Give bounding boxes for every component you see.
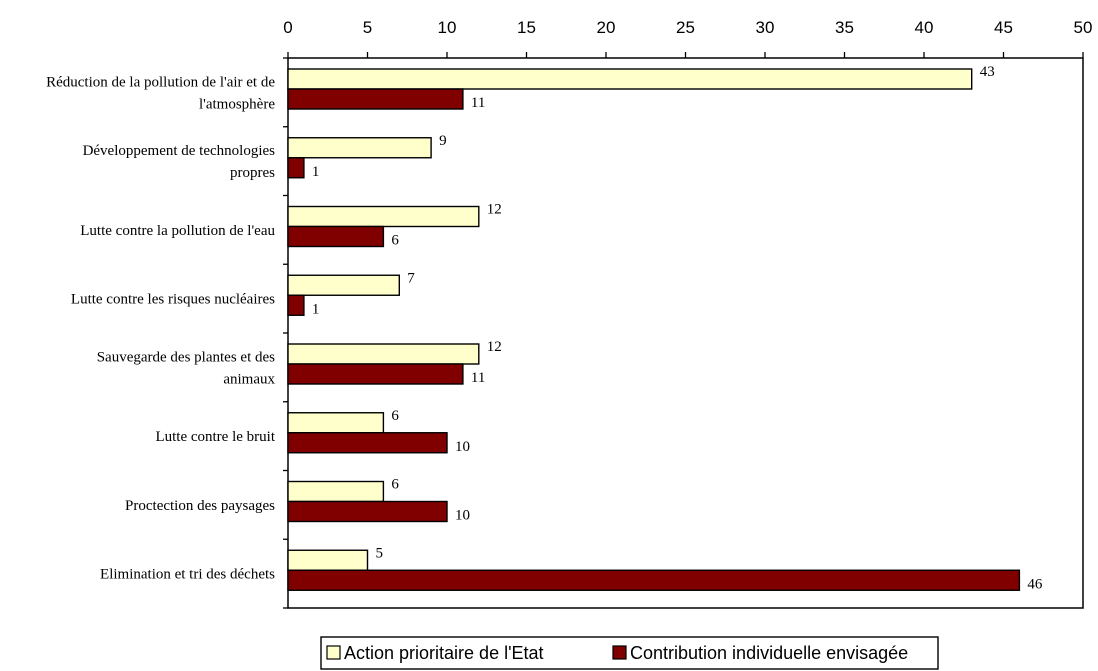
bar-series-1 xyxy=(287,137,432,159)
data-label: 11 xyxy=(471,370,485,386)
category-label-line: Proctection des paysages xyxy=(125,498,275,514)
category-label-line: Lutte contre la pollution de l'eau xyxy=(80,223,275,239)
bar-series-1 xyxy=(287,343,480,365)
bar-series-2 xyxy=(287,432,448,454)
data-label: 12 xyxy=(487,202,502,218)
data-label: 6 xyxy=(391,408,399,424)
category-label-line: Lutte contre le bruit xyxy=(155,429,275,445)
bar-series-2 xyxy=(287,569,1021,591)
category-label: Lutte contre les risques nucléaires xyxy=(71,292,275,308)
bar-series-1 xyxy=(287,274,401,296)
data-label: 10 xyxy=(455,439,470,455)
x-tick-label: 20 xyxy=(597,18,616,37)
data-label: 6 xyxy=(391,233,399,249)
legend-swatch xyxy=(326,645,341,660)
category-label-line: Lutte contre les risques nucléaires xyxy=(71,292,275,308)
bar-series-1 xyxy=(287,412,385,434)
data-label: 7 xyxy=(407,270,415,286)
category-label-line: Développement de technologies xyxy=(83,143,276,159)
data-label: 10 xyxy=(455,508,470,524)
category-label: Lutte contre la pollution de l'eau xyxy=(80,223,275,239)
category-label: Sauvegarde des plantes et des animaux xyxy=(97,349,276,387)
x-axis: 0 5 10 15 20 25 30 35 40 45 50 xyxy=(283,18,1092,58)
data-label: 1 xyxy=(312,301,320,317)
x-tick-label: 0 xyxy=(283,18,292,37)
category-label-line: propres xyxy=(230,165,275,181)
legend-label: Contribution individuelle envisagée xyxy=(630,643,908,663)
category-label: Elimination et tri des déchets xyxy=(100,567,275,583)
category-label-line: Elimination et tri des déchets xyxy=(100,567,275,583)
bar-series-1 xyxy=(287,480,385,503)
category-label-line: animaux xyxy=(223,371,275,387)
x-tick-label: 10 xyxy=(438,18,457,37)
data-label: 46 xyxy=(1027,576,1043,592)
legend-swatch xyxy=(612,645,627,660)
data-label: 6 xyxy=(391,477,399,493)
legend-label: Action prioritaire de l'Etat xyxy=(344,643,544,663)
category-label: Proctection des paysages xyxy=(125,498,275,514)
data-label: 12 xyxy=(487,339,502,355)
category-label-line: l'atmosphère xyxy=(199,96,275,112)
legend-box xyxy=(320,636,939,670)
x-tick-label: 50 xyxy=(1074,18,1093,37)
legend: Action prioritaire de l'Etat Contribution… xyxy=(320,636,939,670)
category-label: Réduction de la pollution de l'air et de… xyxy=(46,74,275,112)
data-label: 5 xyxy=(376,545,384,561)
x-tick-label: 25 xyxy=(676,18,695,37)
bar-series-2 xyxy=(287,363,464,385)
bar-series-1 xyxy=(287,205,480,228)
data-label: 11 xyxy=(471,95,485,111)
data-label: 1 xyxy=(312,164,320,180)
bar-series-2 xyxy=(287,225,385,248)
x-tick-label: 5 xyxy=(363,18,372,37)
x-tick-label: 15 xyxy=(517,18,536,37)
bar-series-2 xyxy=(287,294,305,316)
bar-series-1 xyxy=(287,68,973,90)
x-tick-label: 35 xyxy=(835,18,854,37)
x-tick-label: 30 xyxy=(756,18,775,37)
bar-series-2 xyxy=(287,88,464,110)
category-label-line: Réduction de la pollution de l'air et de xyxy=(46,74,275,90)
category-label: Développement de technologies propres xyxy=(83,143,276,181)
x-tick-label: 40 xyxy=(915,18,934,37)
bar-series-1 xyxy=(287,549,369,571)
category-label: Lutte contre le bruit xyxy=(155,429,275,445)
y-axis: Réduction de la pollution de l'air et de… xyxy=(46,57,288,609)
x-tick-label: 45 xyxy=(994,18,1013,37)
data-label: 9 xyxy=(439,133,447,149)
bar-series-2 xyxy=(287,500,448,523)
bar-series-2 xyxy=(287,157,305,179)
data-label: 43 xyxy=(980,64,995,80)
category-label-line: Sauvegarde des plantes et des xyxy=(97,349,275,365)
